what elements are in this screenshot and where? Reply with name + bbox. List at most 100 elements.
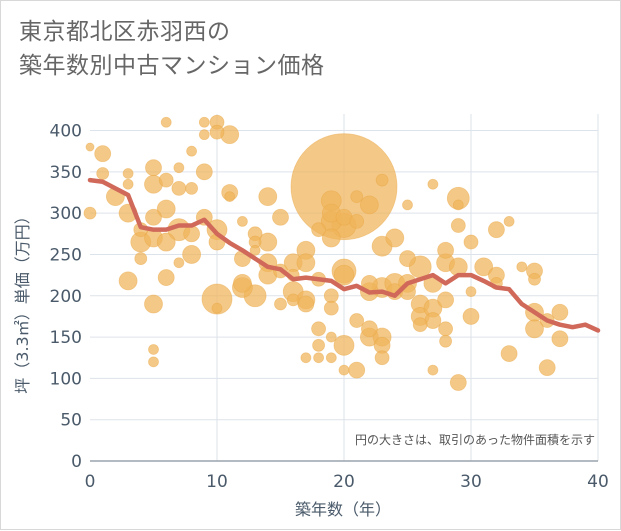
- bubble-size-note: 円の大きさは、取引のあった物件面積を示す: [355, 432, 595, 447]
- bubble-point: [85, 142, 95, 152]
- chart-title-line-1: 東京都北区赤羽西の: [19, 19, 231, 45]
- bubble-point: [122, 168, 134, 179]
- bubble-point: [286, 293, 300, 307]
- bubble-point: [198, 129, 210, 141]
- bubble-point: [325, 331, 337, 343]
- bubble-point: [375, 173, 389, 187]
- bubble-point: [449, 374, 467, 391]
- y-tick-label: 250: [50, 245, 82, 265]
- bubble-point: [333, 264, 355, 286]
- y-tick-label: 400: [50, 122, 82, 142]
- bubble-point: [158, 172, 174, 188]
- bubble-point: [148, 356, 159, 368]
- bubble-point: [333, 334, 355, 356]
- bubble-point: [450, 218, 466, 233]
- bubble-point: [171, 180, 187, 196]
- bubble-point: [374, 350, 390, 366]
- bubble-point: [360, 320, 378, 338]
- bubble-point: [348, 361, 366, 379]
- bubble-point: [462, 308, 480, 325]
- bubble-point: [311, 321, 327, 337]
- bubble-series: [83, 114, 569, 391]
- x-tick-label: 0: [85, 472, 96, 492]
- y-axis-label: 坪（3.3㎡）単価（万円）: [13, 208, 32, 393]
- bubble-point: [321, 228, 341, 248]
- bubble-point: [186, 145, 198, 157]
- bubble-point: [487, 221, 505, 239]
- bubble-point: [427, 178, 439, 190]
- bubble-point: [516, 261, 528, 273]
- bubble-point: [538, 359, 556, 377]
- bubble-point: [312, 338, 326, 352]
- x-axis-label: 築年数（年）: [295, 500, 391, 519]
- bubble-point: [274, 297, 287, 311]
- ticks: 0 50 100 150 200 250 300 350 400 0 10 20 30 40: [50, 122, 609, 492]
- bubble-point: [258, 187, 278, 207]
- bubble-point: [249, 244, 261, 256]
- trend-series: [87, 177, 601, 333]
- bubble-point: [232, 273, 252, 293]
- y-tick-label: 0: [71, 452, 82, 472]
- bubble-point: [134, 252, 148, 265]
- x-tick-label: 10: [206, 472, 228, 492]
- bubble-point: [198, 116, 210, 128]
- bubble-point: [185, 181, 199, 195]
- bubble-point: [437, 241, 455, 259]
- bubble-point: [173, 257, 185, 269]
- bubble-point: [311, 222, 327, 238]
- bubble-point: [474, 257, 494, 277]
- bubble-point: [211, 302, 223, 314]
- bubble-point: [439, 334, 453, 348]
- bubble-point: [500, 345, 518, 362]
- bubble-point: [183, 225, 201, 243]
- bubble-point: [156, 199, 176, 219]
- bubble-point: [402, 199, 413, 211]
- bubble-point: [195, 163, 213, 181]
- x-tick-label: 20: [333, 472, 355, 492]
- bubble-point: [182, 245, 202, 264]
- bubble-point: [160, 116, 172, 128]
- bubble-point: [551, 330, 569, 348]
- average-price-line: [87, 177, 601, 333]
- chart-title-line-2: 築年数別中古マンション価格: [19, 53, 325, 79]
- bubble-point: [503, 216, 515, 227]
- bubble-point: [350, 190, 364, 204]
- y-tick-label: 300: [50, 204, 82, 224]
- bubble-point: [399, 250, 416, 267]
- bubble-point: [144, 294, 163, 314]
- bubble-point: [438, 321, 454, 337]
- bubble-point: [122, 178, 134, 190]
- bubble-point: [465, 286, 477, 298]
- bubble-point: [359, 195, 379, 215]
- bubble-point: [297, 295, 315, 313]
- bubble-point: [349, 214, 365, 229]
- bubble-point: [236, 216, 248, 227]
- y-tick-label: 350: [50, 163, 82, 183]
- bubble-point: [148, 344, 159, 355]
- bubble-point: [412, 317, 428, 333]
- x-tick-label: 40: [587, 472, 609, 492]
- bubble-point: [551, 303, 569, 321]
- y-tick-label: 150: [50, 328, 82, 348]
- bubble-point: [463, 234, 479, 250]
- bubble-point: [201, 283, 233, 315]
- bubble-point: [94, 145, 112, 163]
- bubble-point: [118, 271, 138, 291]
- chart-title: 東京都北区赤羽西の 築年数別中古マンション価格: [19, 15, 325, 83]
- bubble-point: [385, 228, 405, 248]
- bubble-point: [325, 352, 337, 364]
- y-tick-label: 100: [50, 369, 82, 389]
- bubble-point: [156, 232, 176, 252]
- bubble-point: [300, 352, 312, 364]
- bubble-point: [349, 313, 365, 328]
- bubble-point: [272, 208, 289, 226]
- bubble-point: [145, 159, 162, 177]
- y-tick-label: 50: [60, 411, 82, 431]
- bubble-point: [528, 272, 541, 286]
- bubble-point: [338, 364, 350, 376]
- bubble-point: [83, 206, 97, 220]
- bubble-point: [313, 352, 325, 364]
- bubble-point: [525, 319, 544, 339]
